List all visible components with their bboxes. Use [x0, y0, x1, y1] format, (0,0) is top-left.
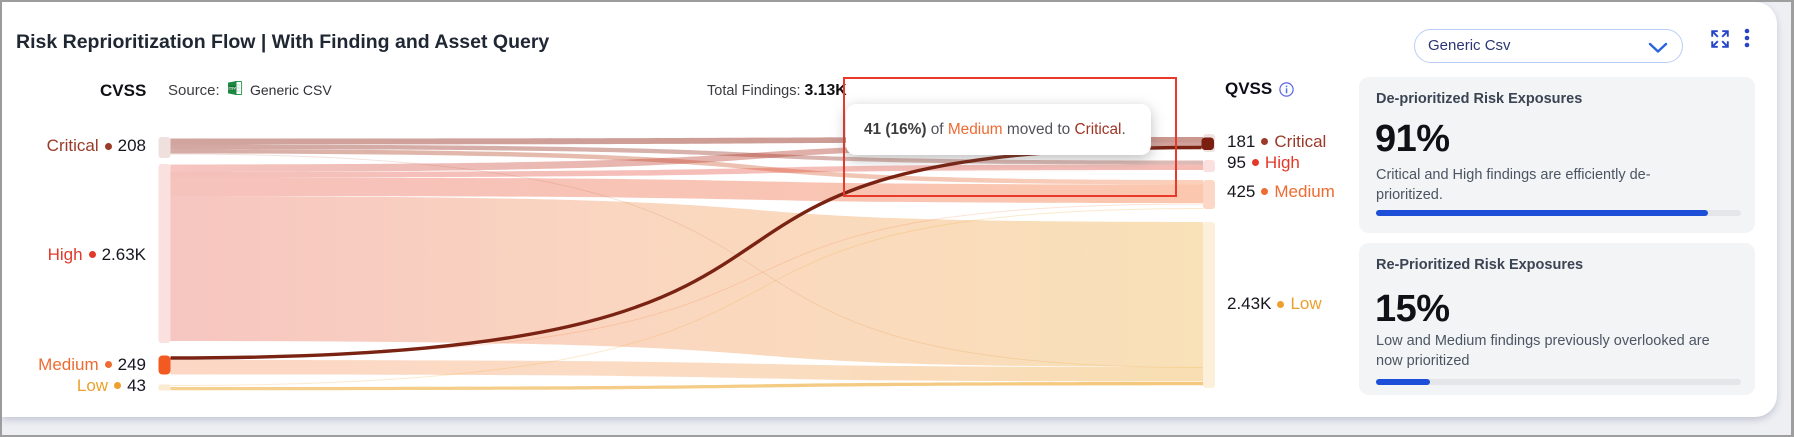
svg-text:CSV: CSV	[229, 86, 237, 90]
